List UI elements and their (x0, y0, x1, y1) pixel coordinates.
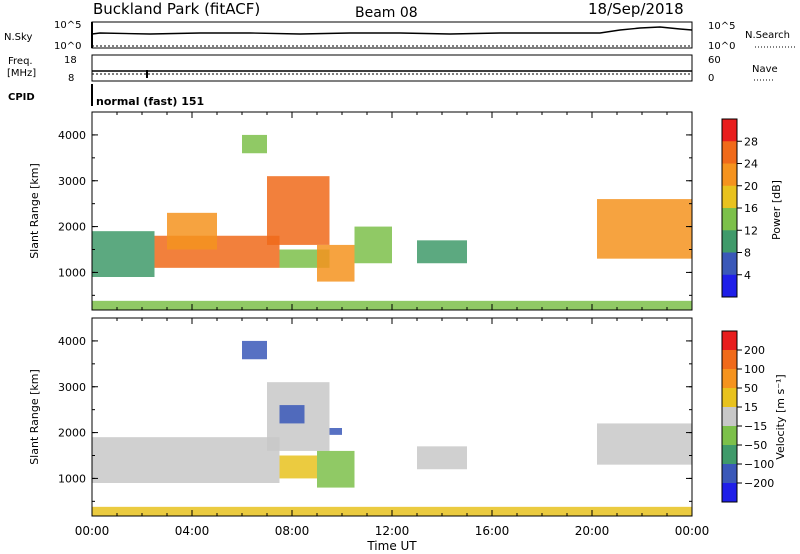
x-axis-label: Time UT (366, 539, 417, 553)
scatter-region (417, 240, 467, 264)
colorbar-segment (722, 331, 737, 351)
scatter-region (267, 176, 330, 245)
velocity-panel: 4000 3000 2000 1000 Slant Range [km] (28, 317, 693, 517)
scatter-region (242, 134, 267, 154)
freq-tick-bottom: 8 (68, 73, 74, 84)
nsearch-tick-top: 10^5 (708, 21, 735, 32)
scatter-region (279, 455, 317, 479)
colorbar-tick-label: −100 (744, 458, 774, 471)
colorbar-tick-label: 100 (744, 363, 765, 376)
colorbar-tick-label: 50 (744, 382, 758, 395)
y-tick-label: 2000 (58, 427, 86, 440)
date-title: 18/Sep/2018 (588, 0, 684, 18)
station-title: Buckland Park (fitACF) (93, 0, 260, 18)
y-tick-label: 1000 (58, 472, 86, 485)
y-tick-label: 2000 (58, 221, 86, 234)
scatter-region (92, 437, 280, 483)
y-tick-label: 3000 (58, 175, 86, 188)
colorbar-segment (722, 274, 737, 298)
freq-tick-top: 18 (64, 55, 77, 66)
freq-label: Freq. (8, 56, 33, 67)
nsky-label: N.Sky (4, 32, 32, 43)
colorbar-segment (722, 208, 737, 231)
x-tick-label: 08:00 (275, 524, 310, 538)
colorbar-tick-label: 4 (744, 269, 751, 282)
velocity-heatmap (92, 340, 692, 516)
colorbar-segment (722, 141, 737, 164)
colorbar-segment (722, 445, 737, 465)
nave-tick-bottom: 0 (708, 73, 714, 84)
colorbar-segment (722, 483, 737, 503)
cpid-label: CPID (8, 92, 35, 103)
y-tick-label: 3000 (58, 381, 86, 394)
power-ylabel: Slant Range [km] (28, 163, 41, 259)
colorbar-segment (722, 426, 737, 446)
x-tick-label: 04:00 (175, 524, 210, 538)
velocity-colorbar-label: Velocity [m s⁻¹] (774, 374, 787, 459)
colorbar-tick-label: −50 (744, 439, 767, 452)
scatter-region (92, 231, 155, 277)
velocity-ylabel: Slant Range [km] (28, 369, 41, 465)
cpid-panel: CPID normal (fast) 151 (8, 84, 204, 108)
power-colorbar-label: Power [dB] (770, 180, 783, 240)
nsky-tick-bottom: 10^0 (54, 41, 81, 52)
power-colorbar: 28 24 20 16 12 8 4 Power [dB] (721, 118, 783, 298)
colorbar-segment (722, 369, 737, 389)
y-tick-label: 4000 (58, 335, 86, 348)
nsky-tick-top: 10^5 (54, 20, 81, 31)
colorbar-segment (722, 230, 737, 253)
scatter-region (597, 423, 692, 465)
scatter-region (167, 212, 217, 250)
colorbar-segment (722, 185, 737, 209)
colorbar-segment (722, 350, 737, 370)
colorbar-segment (722, 464, 737, 484)
time-axis: 00:00 04:00 08:00 12:00 16:00 20:00 00:00 (75, 112, 710, 538)
y-tick-label: 4000 (58, 129, 86, 142)
x-tick-label: 16:00 (475, 524, 510, 538)
colorbar-segment (722, 163, 737, 187)
nsky-panel: N.Sky 10^5 10^0 10^5 10^0 N.Search (4, 20, 795, 52)
nave-tick-top: 60 (708, 55, 721, 66)
colorbar-tick-label: 28 (744, 135, 758, 148)
freq-panel: Freq. [MHz] 18 8 60 0 Nave (7, 54, 778, 84)
y-tick-label: 1000 (58, 266, 86, 279)
colorbar-tick-label: 20 (744, 180, 758, 193)
power-y-axis: 4000 3000 2000 1000 (58, 111, 692, 296)
colorbar-tick-label: 15 (744, 401, 758, 414)
scatter-region (242, 340, 267, 360)
x-tick-label: 20:00 (575, 524, 610, 538)
colorbar-tick-label: 12 (744, 224, 758, 237)
power-heatmap (92, 134, 692, 310)
colorbar-tick-label: 8 (744, 247, 751, 260)
colorbar-tick-label: 200 (744, 344, 765, 357)
colorbar-segment (722, 388, 737, 408)
scatter-region (279, 405, 305, 424)
x-tick-label: 12:00 (375, 524, 410, 538)
scatter-region (597, 199, 692, 259)
nsearch-label: N.Search (745, 30, 790, 41)
colorbar-tick-label: −15 (744, 420, 767, 433)
power-panel: 4000 3000 2000 1000 Slant Range [km] (28, 111, 693, 311)
colorbar-tick-label: 24 (744, 158, 758, 171)
x-tick-label: 00:00 (675, 524, 710, 538)
nsearch-tick-bottom: 10^0 (708, 41, 735, 52)
scatter-region (329, 428, 342, 435)
colorbar-tick-label: 16 (744, 202, 758, 215)
scatter-region (417, 446, 467, 470)
colorbar-segment (722, 407, 737, 427)
scatter-region (317, 244, 355, 282)
scatter-region (354, 226, 392, 264)
colorbar-tick-label: −200 (744, 477, 774, 490)
beam-title: Beam 08 (355, 5, 418, 21)
colorbar-segment (722, 119, 737, 142)
cpid-value: normal (fast) 151 (96, 95, 204, 108)
velocity-colorbar: 200 100 50 15 −15 −50 −100 −200 Velocity [m s⁻¹… (721, 330, 787, 503)
scatter-region (317, 450, 355, 488)
colorbar-segment (722, 252, 737, 276)
velocity-y-axis: 4000 3000 2000 1000 (58, 317, 692, 502)
freq-unit-label: [MHz] (7, 68, 36, 79)
x-tick-label: 00:00 (75, 524, 110, 538)
nave-label: Nave (752, 64, 778, 75)
